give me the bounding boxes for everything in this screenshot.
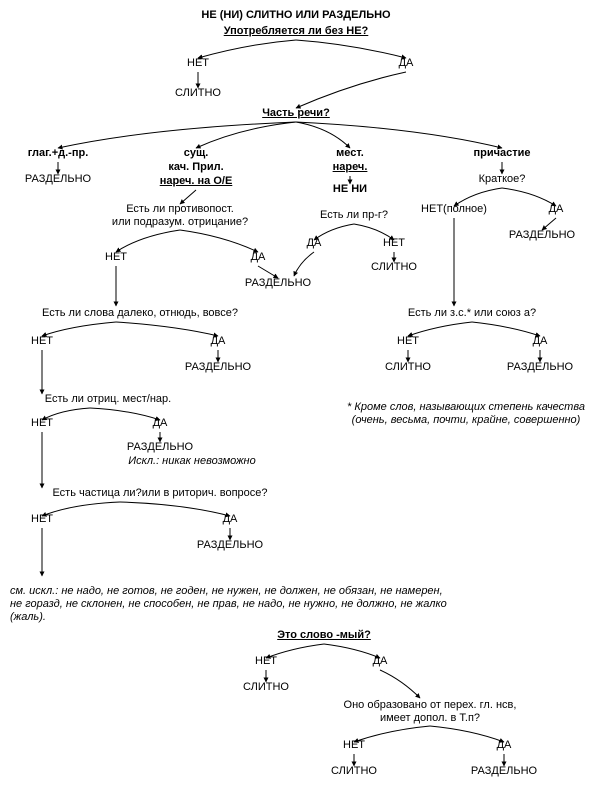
node-pos2a: сущ.	[146, 147, 246, 160]
node-q6_yes: ДА	[520, 335, 560, 348]
node-q3: Есть ли противопост. или подразум. отриц…	[90, 203, 270, 229]
node-pos2c: нареч. на О/Е	[136, 175, 256, 188]
node-q3c_no: НЕТ	[374, 237, 414, 250]
node-q4_short: Краткое?	[457, 173, 547, 186]
node-q3_no: НЕТ	[91, 251, 141, 264]
edge	[380, 670, 420, 698]
node-q10: Оно образовано от перех. гл. нсв, имеет …	[300, 699, 560, 725]
node-q9_no_res: СЛИТНО	[226, 681, 306, 694]
edge	[408, 322, 472, 336]
node-title2: Употребляется ли без НЕ?	[166, 25, 426, 38]
node-q7_yes_res: РАЗДЕЛЬНО	[115, 441, 205, 454]
node-q10_no_res: СЛИТНО	[314, 765, 394, 778]
node-q5_no: НЕТ	[22, 335, 62, 348]
node-q9: Это слово -мый?	[234, 629, 414, 642]
edge	[58, 122, 296, 148]
node-q3c: Есть ли пр-г?	[294, 209, 414, 222]
node-q5: Есть ли слова далеко, отнюдь, вовсе?	[10, 307, 270, 320]
node-pos1a: глаг.+д.-пр.	[8, 147, 108, 160]
node-q6: Есть ли з.с.* или союз а?	[362, 307, 582, 320]
edge	[294, 252, 314, 276]
flowchart: НЕ (НИ) СЛИТНО ИЛИ РАЗДЕЛЬНО Употребляетс…	[0, 0, 593, 807]
node-note1: * Кроме слов, называющих степень качеств…	[321, 401, 593, 427]
node-q6_no: НЕТ	[388, 335, 428, 348]
edge	[196, 122, 296, 148]
node-q5_yes_res: РАЗДЕЛЬНО	[173, 361, 263, 374]
node-q7: Есть ли отриц. мест/нар.	[8, 393, 208, 406]
node-q6_no_res: СЛИТНО	[368, 361, 448, 374]
node-q8_no: НЕТ	[22, 513, 62, 526]
edge	[42, 322, 116, 336]
node-q10_no: НЕТ	[334, 739, 374, 752]
node-pos3a: мест.	[300, 147, 400, 160]
edge	[180, 230, 258, 252]
edge	[296, 72, 406, 108]
node-q3c_yes: ДА	[294, 237, 334, 250]
node-q3_yes_res: РАЗДЕЛЬНО	[233, 277, 323, 290]
edge	[296, 40, 406, 58]
node-q10_yes: ДА	[484, 739, 524, 752]
node-q7_yes: ДА	[140, 417, 180, 430]
node-q1_yes: ДА	[381, 57, 431, 70]
node-q3c_no_res: СЛИТНО	[354, 261, 434, 274]
node-pos1_res: РАЗДЕЛЬНО	[8, 173, 108, 186]
node-q8_yes_res: РАЗДЕЛЬНО	[185, 539, 275, 552]
node-q7_exc: Искл.: никак невозможно	[92, 455, 292, 468]
node-q2: Часть речи?	[236, 107, 356, 120]
node-q4_no: НЕТ(полное)	[399, 203, 509, 216]
edge	[198, 40, 296, 58]
node-q8: Есть частица ли?или в риторич. вопросе?	[10, 487, 310, 500]
edge	[296, 122, 502, 148]
node-q8_yes: ДА	[210, 513, 250, 526]
node-q3b: НЕ НИ	[310, 183, 390, 196]
node-q4_yes: ДА	[536, 203, 576, 216]
node-pos2b: кач. Прил.	[146, 161, 246, 174]
node-q1_no: НЕТ	[173, 57, 223, 70]
node-q3_yes: ДА	[233, 251, 283, 264]
edge	[472, 322, 540, 336]
node-q10_yes_res: РАЗДЕЛЬНО	[459, 765, 549, 778]
edge	[116, 322, 218, 336]
node-q5_yes: ДА	[198, 335, 238, 348]
node-q1_no_res: СЛИТНО	[163, 87, 233, 100]
edge	[296, 122, 350, 148]
node-pos3b: нареч.	[300, 161, 400, 174]
node-q4_yes_res: РАЗДЕЛЬНО	[497, 229, 587, 242]
node-q7_no: НЕТ	[22, 417, 62, 430]
node-q6_yes_res: РАЗДЕЛЬНО	[495, 361, 585, 374]
node-title1: НЕ (НИ) СЛИТНО ИЛИ РАЗДЕЛЬНО	[166, 9, 426, 22]
edge	[180, 190, 196, 204]
edge	[116, 230, 180, 252]
node-note2: см. искл.: не надо, не готов, не годен, …	[10, 585, 450, 624]
node-q9_yes: ДА	[360, 655, 400, 668]
node-q9_no: НЕТ	[246, 655, 286, 668]
node-pos4a: причастие	[452, 147, 552, 160]
